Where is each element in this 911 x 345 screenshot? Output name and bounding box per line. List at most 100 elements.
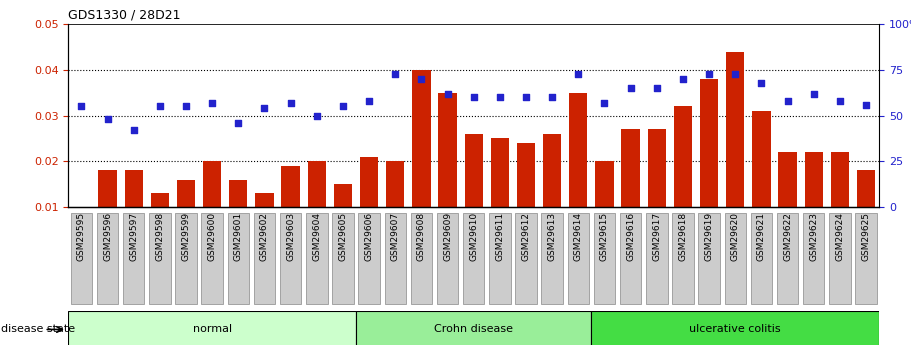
Bar bbox=[437, 213, 458, 304]
Text: GSM29619: GSM29619 bbox=[704, 212, 713, 261]
Point bbox=[728, 71, 742, 76]
Point bbox=[257, 106, 271, 111]
Bar bbox=[333, 184, 353, 253]
Bar bbox=[384, 213, 406, 304]
Bar bbox=[674, 106, 692, 253]
Point bbox=[806, 91, 821, 96]
Text: GSM29623: GSM29623 bbox=[809, 212, 818, 261]
Bar bbox=[804, 152, 823, 253]
Text: GSM29605: GSM29605 bbox=[339, 212, 347, 261]
Text: GSM29602: GSM29602 bbox=[260, 212, 269, 261]
Bar bbox=[517, 143, 535, 253]
Text: Crohn disease: Crohn disease bbox=[435, 325, 513, 334]
Bar bbox=[672, 213, 693, 304]
Bar bbox=[201, 213, 223, 304]
Bar bbox=[356, 310, 591, 345]
Bar bbox=[255, 193, 273, 253]
Text: GSM29625: GSM29625 bbox=[862, 212, 871, 261]
Bar bbox=[752, 111, 771, 253]
Bar bbox=[778, 152, 797, 253]
Point bbox=[231, 120, 246, 126]
Bar bbox=[596, 161, 614, 253]
Bar bbox=[68, 310, 356, 345]
Bar bbox=[72, 207, 90, 253]
Text: GSM29614: GSM29614 bbox=[574, 212, 583, 261]
Text: disease state: disease state bbox=[1, 325, 75, 334]
Bar bbox=[228, 213, 249, 304]
Bar bbox=[230, 179, 248, 253]
Bar bbox=[463, 213, 485, 304]
Bar bbox=[125, 170, 143, 253]
Text: GSM29622: GSM29622 bbox=[783, 212, 792, 261]
Point bbox=[388, 71, 403, 76]
Point bbox=[179, 104, 193, 109]
Point bbox=[518, 95, 533, 100]
Text: GSM29610: GSM29610 bbox=[469, 212, 478, 261]
Point bbox=[571, 71, 586, 76]
Text: GSM29598: GSM29598 bbox=[156, 212, 164, 261]
Point bbox=[676, 76, 691, 82]
Point bbox=[701, 71, 716, 76]
Bar bbox=[621, 129, 640, 253]
Bar bbox=[855, 213, 876, 304]
Point bbox=[310, 113, 324, 118]
Point bbox=[650, 85, 664, 91]
Text: GSM29601: GSM29601 bbox=[234, 212, 243, 261]
Point bbox=[833, 98, 847, 104]
Bar bbox=[465, 134, 483, 253]
Text: GSM29596: GSM29596 bbox=[103, 212, 112, 261]
Text: GSM29603: GSM29603 bbox=[286, 212, 295, 261]
Bar bbox=[491, 138, 509, 253]
Bar bbox=[699, 213, 720, 304]
Bar bbox=[98, 170, 117, 253]
Point bbox=[623, 85, 638, 91]
Bar bbox=[149, 213, 170, 304]
Text: GSM29595: GSM29595 bbox=[77, 212, 86, 261]
Point bbox=[283, 100, 298, 106]
Point bbox=[598, 100, 612, 106]
Bar bbox=[360, 157, 378, 253]
Bar bbox=[726, 51, 744, 253]
Bar bbox=[803, 213, 824, 304]
Bar bbox=[777, 213, 798, 304]
Bar bbox=[203, 161, 221, 253]
Bar bbox=[281, 166, 300, 253]
Point bbox=[493, 95, 507, 100]
Bar bbox=[646, 213, 668, 304]
Bar bbox=[857, 170, 875, 253]
Point bbox=[100, 117, 115, 122]
Bar bbox=[700, 79, 718, 253]
Point bbox=[152, 104, 167, 109]
Text: GSM29608: GSM29608 bbox=[417, 212, 426, 261]
Bar bbox=[177, 179, 195, 253]
Point bbox=[781, 98, 795, 104]
Text: GSM29604: GSM29604 bbox=[312, 212, 322, 261]
Bar bbox=[648, 129, 666, 253]
Text: GSM29597: GSM29597 bbox=[129, 212, 138, 261]
Point bbox=[415, 76, 429, 82]
Bar bbox=[333, 213, 353, 304]
Text: GSM29609: GSM29609 bbox=[443, 212, 452, 261]
Bar bbox=[150, 193, 169, 253]
Point bbox=[127, 127, 141, 133]
Bar bbox=[123, 213, 145, 304]
Text: GSM29611: GSM29611 bbox=[496, 212, 505, 261]
Point bbox=[74, 104, 88, 109]
Bar bbox=[724, 213, 746, 304]
Bar bbox=[71, 213, 92, 304]
Text: ulcerative colitis: ulcerative colitis bbox=[690, 325, 781, 334]
Bar bbox=[489, 213, 510, 304]
Text: GSM29606: GSM29606 bbox=[364, 212, 374, 261]
Bar bbox=[438, 93, 456, 253]
Text: GSM29618: GSM29618 bbox=[679, 212, 688, 261]
Point bbox=[440, 91, 455, 96]
Bar bbox=[594, 213, 615, 304]
Text: GSM29616: GSM29616 bbox=[626, 212, 635, 261]
Point bbox=[859, 102, 874, 107]
Bar bbox=[306, 213, 328, 304]
Bar bbox=[831, 152, 849, 253]
Bar bbox=[411, 213, 432, 304]
Text: GSM29620: GSM29620 bbox=[731, 212, 740, 261]
Point bbox=[545, 95, 559, 100]
Point bbox=[205, 100, 220, 106]
